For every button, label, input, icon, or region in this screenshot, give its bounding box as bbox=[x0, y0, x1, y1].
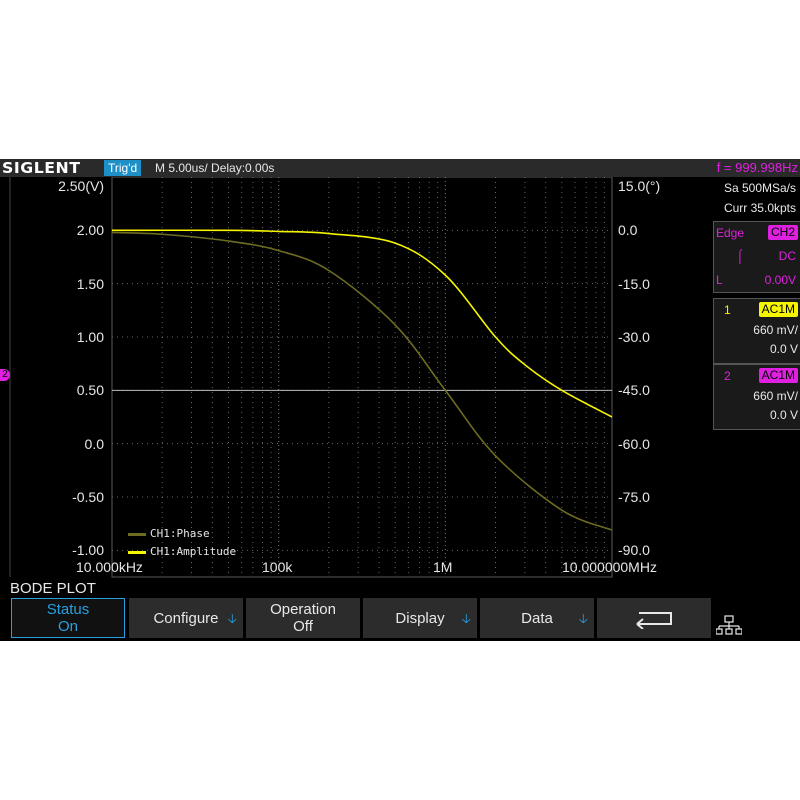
y-tick-label: 2.00 bbox=[76, 222, 104, 239]
down-arrow-icon: 🡣 bbox=[461, 611, 471, 626]
bode-plot[interactable]: CH1:Phase CH1:Amplitude 2.50(V) 2.00 1.50 1… bbox=[0, 177, 712, 579]
status-softkey[interactable]: Status On bbox=[11, 598, 125, 638]
x-tick-label: 10.000000MHz bbox=[562, 559, 657, 575]
legend-phase-label: CH1:Phase bbox=[150, 527, 210, 540]
configure-softkey[interactable]: Configure 🡣 bbox=[129, 598, 243, 638]
down-arrow-icon: 🡣 bbox=[227, 611, 237, 626]
x-tick-label: 1M bbox=[433, 559, 453, 575]
y2-tick-label: -15.0 bbox=[618, 275, 650, 292]
plot-border bbox=[111, 177, 613, 578]
display-softkey-label: Display bbox=[395, 609, 445, 627]
plot-series bbox=[111, 229, 613, 531]
legend-phase-swatch bbox=[128, 533, 146, 536]
memory-depth: Curr 35.0kpts bbox=[723, 201, 796, 215]
operation-softkey-value: Off bbox=[293, 618, 313, 635]
y-tick-label: 1.50 bbox=[76, 275, 104, 292]
data-softkey-label: Data bbox=[521, 609, 553, 627]
chart-legend bbox=[128, 533, 146, 554]
trigger-level: 0.00V bbox=[764, 273, 796, 287]
operation-softkey-label: Operation bbox=[270, 601, 336, 618]
channel-1-offset: 0.0 V bbox=[769, 342, 798, 356]
bode-plot-canvas bbox=[9, 177, 613, 578]
display-softkey[interactable]: Display 🡣 bbox=[363, 598, 477, 638]
back-softkey[interactable] bbox=[597, 598, 711, 638]
operation-softkey[interactable]: Operation Off bbox=[246, 598, 360, 638]
y-tick-label: 1.00 bbox=[76, 329, 104, 345]
trigger-coupling: DC bbox=[778, 249, 796, 263]
timebase-readout: M 5.00us/ Delay:0.00s bbox=[155, 161, 275, 175]
y2-tick-label: 15.0(°) bbox=[618, 178, 661, 194]
mode-label: BODE PLOT bbox=[10, 580, 96, 597]
top-status-bar: SIGLENT Trig'd M 5.00us/ Delay:0.00s f =… bbox=[0, 159, 800, 177]
rising-edge-icon: ⌠ bbox=[736, 248, 744, 263]
y-tick-label: -0.50 bbox=[72, 489, 104, 505]
channel-2-scale: 660 mV/ bbox=[753, 389, 798, 403]
channel-1-scale: 660 mV/ bbox=[753, 323, 798, 337]
channel-2-box[interactable]: 2 AC1M 660 mV/ 0.0 V bbox=[713, 364, 800, 430]
trigger-type: Edge bbox=[716, 226, 745, 240]
y2-tick-label: -60.0 bbox=[618, 435, 650, 452]
frequency-readout: f = 999.998Hz bbox=[716, 160, 798, 175]
y-tick-label: -1.00 bbox=[72, 542, 104, 559]
channel-2-offset: 0.0 V bbox=[769, 408, 798, 422]
trigger-box[interactable]: Edge CH2 ⌠ DC L 0.00V bbox=[713, 221, 800, 293]
y-tick-label: 2.50(V) bbox=[58, 178, 104, 194]
channel-2-number: 2 bbox=[724, 369, 731, 383]
y2-tick-label: 0.0 bbox=[618, 222, 638, 239]
x-tick-label: 100k bbox=[262, 559, 293, 575]
trigger-status-badge: Trig'd bbox=[104, 160, 142, 176]
side-info-panel: Sa 500MSa/s Curr 35.0kpts Edge CH2 ⌠ DC … bbox=[712, 177, 800, 579]
trigger-level-label: L bbox=[716, 273, 723, 287]
amplitude-trace bbox=[111, 229, 613, 418]
phase-trace bbox=[111, 231, 613, 531]
configure-softkey-label: Configure bbox=[153, 609, 219, 627]
y-tick-label: 0.50 bbox=[76, 382, 104, 399]
network-icon bbox=[715, 614, 743, 641]
plot-grid bbox=[9, 177, 613, 578]
channel-2-marker[interactable]: 2 bbox=[0, 369, 10, 381]
down-arrow-icon: 🡣 bbox=[578, 611, 588, 626]
oscilloscope-screen: SIGLENT Trig'd M 5.00us/ Delay:0.00s f =… bbox=[0, 159, 800, 641]
channel-2-coupling: AC1M bbox=[758, 368, 798, 383]
y2-tick-label: -90.0 bbox=[618, 542, 650, 559]
return-arrow-icon bbox=[636, 612, 672, 629]
status-softkey-label: Status bbox=[46, 601, 90, 618]
y-tick-label: 0.0 bbox=[84, 435, 104, 452]
legend-amplitude-label: CH1:Amplitude bbox=[150, 545, 237, 558]
sample-rate: Sa 500MSa/s bbox=[723, 181, 796, 195]
y2-tick-label: -75.0 bbox=[618, 489, 650, 505]
channel-1-number: 1 bbox=[724, 303, 731, 317]
y2-tick-label: -45.0 bbox=[618, 382, 650, 399]
channel-1-box[interactable]: 1 AC1M 660 mV/ 0.0 V bbox=[713, 298, 800, 364]
status-softkey-value: On bbox=[57, 618, 78, 635]
x-tick-label: 10.000kHz bbox=[76, 559, 143, 575]
y2-tick-label: -30.0 bbox=[618, 329, 650, 345]
channel-1-coupling: AC1M bbox=[758, 302, 798, 317]
data-softkey[interactable]: Data 🡣 bbox=[480, 598, 594, 638]
legend-amplitude-swatch bbox=[128, 551, 146, 554]
trigger-source-badge: CH2 bbox=[767, 225, 798, 240]
brand-logo: SIGLENT bbox=[2, 159, 81, 177]
